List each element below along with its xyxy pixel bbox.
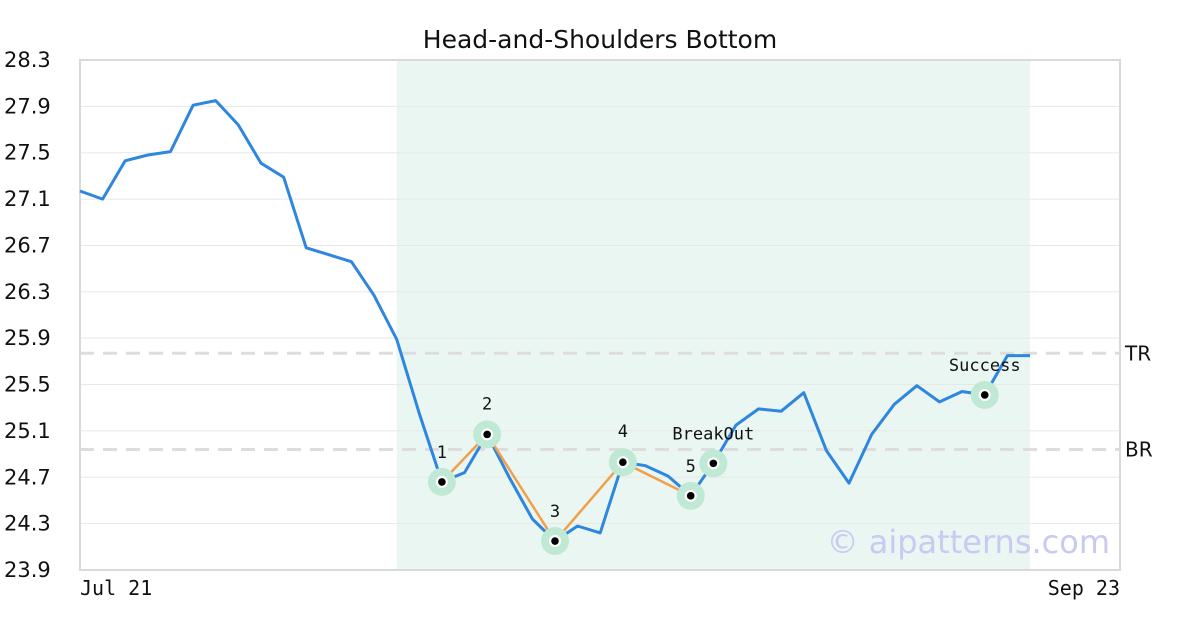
- pivot-label: 2: [482, 394, 492, 414]
- pivot-dot: [686, 492, 695, 500]
- marker-label-success: Success: [949, 356, 1021, 376]
- y-tick-label: 25.9: [4, 326, 51, 350]
- marker-dot: [980, 391, 989, 399]
- pivot-dot: [483, 430, 491, 439]
- pivot-label: 4: [618, 422, 628, 442]
- y-tick-label: 27.1: [4, 187, 51, 211]
- y-tick-label: 24.7: [4, 465, 51, 489]
- y-tick-label: 23.9: [4, 558, 51, 582]
- y-tick-label: 27.5: [4, 141, 51, 165]
- y-tick-label: 28.3: [4, 48, 51, 72]
- marker-dot: [709, 459, 718, 468]
- y-tick-label: 26.3: [4, 280, 51, 304]
- pivot-dot: [619, 458, 627, 467]
- y-tick-label: 27.9: [4, 94, 51, 118]
- pattern-highlight-band: [396, 60, 1031, 570]
- plot-frame: [79, 59, 1121, 571]
- pivot-label: 3: [550, 502, 560, 522]
- chart-title: Head-and-Shoulders Bottom: [423, 25, 777, 54]
- pivot-dot: [438, 478, 446, 486]
- reference-label-br: BR: [1125, 437, 1153, 461]
- pivot-label: 1: [437, 443, 447, 463]
- x-tick-label: Sep 23: [1048, 576, 1120, 600]
- watermark: © aipatterns.com: [827, 523, 1110, 561]
- pivot-label: 5: [686, 457, 696, 477]
- y-tick-label: 25.5: [4, 373, 51, 397]
- marker-label-breakout: BreakOut: [672, 424, 754, 444]
- y-tick-label: 25.1: [4, 419, 51, 443]
- y-tick-label: 26.7: [4, 233, 51, 257]
- y-tick-label: 24.3: [4, 512, 51, 536]
- reference-label-tr: TR: [1124, 341, 1151, 365]
- x-tick-label: Jul 21: [80, 576, 152, 600]
- pivot-dot: [551, 537, 559, 545]
